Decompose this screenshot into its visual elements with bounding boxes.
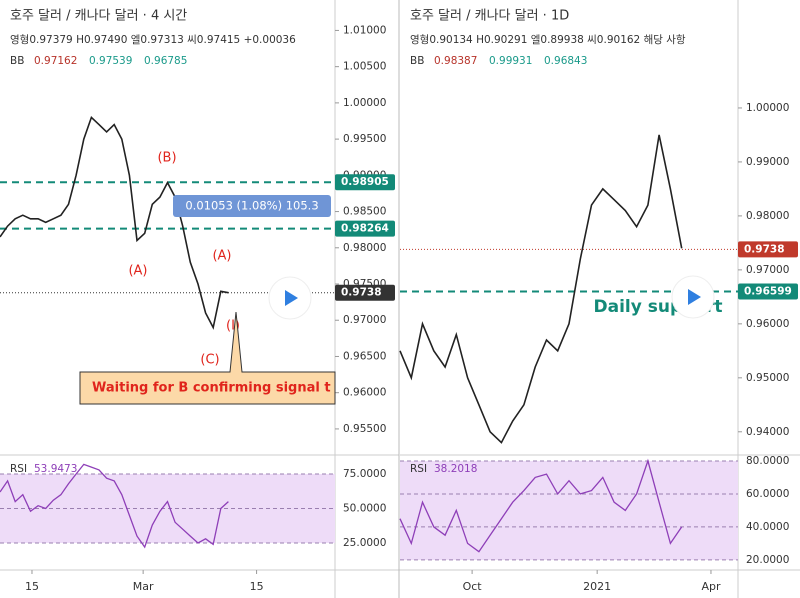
rsi-line xyxy=(0,463,229,549)
rsi-tick-label: 50.0000 xyxy=(343,503,386,515)
wave-label: (A) xyxy=(212,249,231,264)
y-tick-label: 0.97000 xyxy=(746,264,789,276)
price-tag-label: 0.9738 xyxy=(744,243,785,255)
bb-value: 0.97539 xyxy=(89,55,132,67)
bb-value: 0.99931 xyxy=(489,55,532,67)
y-tick-label: 0.96500 xyxy=(343,350,386,362)
x-tick-label: Apr xyxy=(701,580,721,593)
price-tag xyxy=(335,220,395,237)
rsi-value: 53.9473 xyxy=(34,463,77,475)
price-line xyxy=(0,115,229,330)
measure-label: 0.01053 (1.08%) 105.3 xyxy=(185,199,318,213)
x-tick-label: 2021 xyxy=(583,580,611,593)
rsi-tick-label: 20.0000 xyxy=(746,554,789,566)
bb-label: BB xyxy=(410,55,424,67)
play-icon xyxy=(285,290,298,306)
rsi-label: RSI xyxy=(410,463,427,475)
y-tick-label: 0.96000 xyxy=(746,318,789,330)
chart-title: 호주 달러 / 캐나다 달러 · 4 시간 xyxy=(10,9,187,24)
play-icon xyxy=(688,289,701,305)
price-tag xyxy=(738,283,798,300)
y-tick-label: 0.95000 xyxy=(746,372,789,384)
y-tick-label: 0.95500 xyxy=(343,423,386,435)
rsi-tick-label: 60.0000 xyxy=(746,488,789,500)
wave-label: (C) xyxy=(200,353,219,368)
rsi-tick-label: 40.0000 xyxy=(746,521,789,533)
y-tick-label: 0.94000 xyxy=(746,426,789,438)
wave-label: (A) xyxy=(128,264,147,279)
y-tick-label: 1.00500 xyxy=(343,61,386,73)
y-tick-label: 1.00000 xyxy=(343,97,386,109)
y-tick-label: 0.99000 xyxy=(746,156,789,168)
x-tick-label: 15 xyxy=(250,580,264,593)
rsi-band xyxy=(0,474,335,543)
rsi-tick-label: 25.0000 xyxy=(343,537,386,549)
chart-title: 호주 달러 / 캐나다 달러 · 1D xyxy=(410,9,569,24)
callout xyxy=(79,311,336,405)
y-tick-label: 0.96000 xyxy=(343,387,386,399)
rsi-tick-label: 75.0000 xyxy=(343,468,386,480)
rsi-line xyxy=(399,458,683,553)
price-tag-label: 0.98905 xyxy=(341,176,389,188)
y-tick-label: 1.00000 xyxy=(746,102,789,114)
bb-value: 0.96785 xyxy=(144,55,187,67)
rsi-tick-label: 80.0000 xyxy=(746,455,789,467)
bb-value: 0.98387 xyxy=(434,55,477,67)
price-tag xyxy=(335,174,395,191)
y-tick-label: 0.98000 xyxy=(343,242,386,254)
bb-label: BB xyxy=(10,55,24,67)
price-tag-label: 0.9738 xyxy=(341,287,382,299)
x-tick-label: Mar xyxy=(133,580,154,593)
rsi-label: RSI xyxy=(10,463,27,475)
y-tick-label: 0.98500 xyxy=(343,206,386,218)
callout-label: Waiting for B confirming signal t xyxy=(92,381,331,396)
x-tick-label: 15 xyxy=(25,580,39,593)
wave-label: (B) xyxy=(157,151,176,166)
price-tag xyxy=(335,284,395,301)
bb-value: 0.97162 xyxy=(34,55,77,67)
measure-box xyxy=(173,195,331,217)
y-tick-label: 0.98000 xyxy=(746,210,789,222)
rsi-band xyxy=(400,460,738,560)
ohlc-text: 영형0.90134 H0.90291 엘0.89938 씨0.90162 해당 … xyxy=(410,33,686,46)
bb-value: 0.96843 xyxy=(544,55,587,67)
price-tag-label: 0.96599 xyxy=(744,286,792,298)
price-tag xyxy=(738,241,798,258)
x-tick-label: Oct xyxy=(463,580,483,593)
price-line xyxy=(399,134,683,444)
ohlc-text: 영형0.97379 H0.97490 엘0.97313 씨0.97415 +0.… xyxy=(10,33,296,46)
rsi-value: 38.2018 xyxy=(434,463,477,475)
y-tick-label: 0.97000 xyxy=(343,314,386,326)
price-tag-label: 0.98264 xyxy=(341,223,389,235)
y-tick-label: 1.01000 xyxy=(343,24,386,36)
y-tick-label: 0.99500 xyxy=(343,133,386,145)
